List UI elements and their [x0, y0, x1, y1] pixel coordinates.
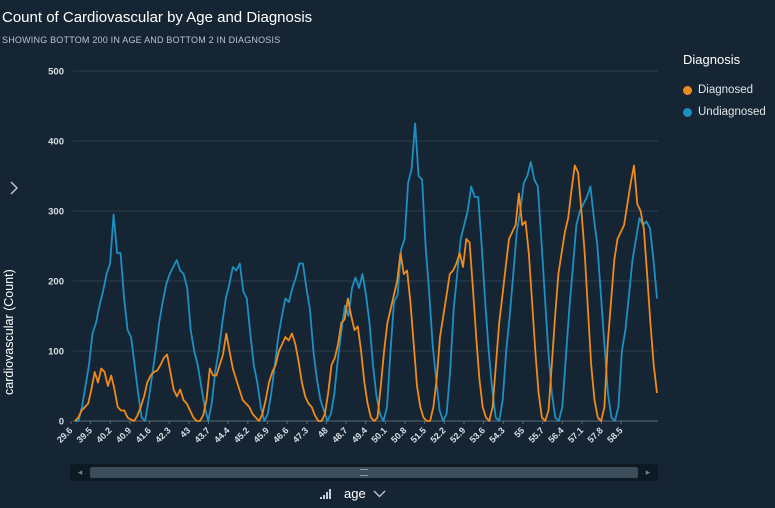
legend-dot-diagnosed — [683, 85, 692, 95]
x-tick-label: 58.5 — [605, 425, 624, 444]
x-tick-label: 49.4 — [350, 425, 369, 444]
x-tick-label: 42.3 — [153, 425, 172, 444]
x-tick-label: 43 — [178, 425, 192, 439]
x-tick-label: 57.1 — [566, 425, 585, 444]
y-tick-label: 300 — [48, 207, 64, 218]
x-tick-label: 50.1 — [369, 425, 388, 444]
chart-subtitle: SHOWING BOTTOM 200 IN AGE AND BOTTOM 2 I… — [2, 35, 281, 45]
x-tick-label: 47.3 — [291, 425, 310, 444]
legend-title: Diagnosis — [683, 52, 741, 67]
legend: Diagnosis Diagnosed Undiagnosed — [683, 52, 766, 128]
x-tick-label: 44.4 — [212, 425, 231, 444]
x-tick-label: 40.9 — [114, 425, 133, 444]
x-tick-label: 45.2 — [232, 425, 251, 444]
x-tick-label: 43.7 — [192, 425, 211, 444]
x-tick-label: 52.2 — [428, 425, 447, 444]
chevron-down-icon[interactable] — [373, 490, 386, 498]
x-tick-label: 57.8 — [585, 425, 604, 444]
x-tick-label: 51.5 — [409, 425, 428, 444]
x-tick-label: 55.7 — [527, 425, 546, 444]
scroll-thumb[interactable] — [90, 467, 638, 478]
legend-item-undiagnosed[interactable]: Undiagnosed — [683, 106, 766, 118]
x-tick-label: 45.9 — [251, 425, 270, 444]
x-tick-label: 48.7 — [330, 425, 349, 444]
x-tick-label: 54.3 — [487, 425, 506, 444]
legend-item-diagnosed[interactable]: Diagnosed — [683, 84, 766, 96]
chevron-right-icon[interactable] — [7, 180, 23, 196]
x-axis-ticks: 29.6 39.5 40.2 40.9 41.6 42.3 43 43.7 44.4 45.2 45… — [55, 421, 625, 445]
x-tick-label: 50.8 — [389, 425, 408, 444]
x-axis-field-selector[interactable]: age — [320, 486, 386, 501]
x-tick-label: 53.6 — [468, 425, 487, 444]
x-tick-label: 39.5 — [75, 425, 94, 444]
y-tick-label: 100 — [48, 347, 64, 358]
chart-title: Count of Cardiovascular by Age and Diagn… — [2, 9, 313, 26]
scroll-grip-icon — [360, 469, 368, 476]
x-tick-label: 46.6 — [271, 425, 290, 444]
series-line-undiagnosed[interactable] — [75, 122, 658, 422]
gridlines — [73, 70, 658, 422]
scroll-right-button[interactable]: ▸ — [645, 467, 651, 477]
series-line-diagnosed[interactable] — [74, 164, 658, 422]
horizontal-scrollbar[interactable]: ◂ ▸ — [70, 464, 658, 481]
x-tick-label: 40.2 — [94, 425, 113, 444]
series-lines — [74, 122, 658, 422]
x-tick-label: 29.6 — [55, 425, 74, 444]
y-tick-label: 500 — [48, 67, 64, 78]
scroll-left-button[interactable]: ◂ — [77, 467, 83, 477]
y-tick-label: 200 — [48, 277, 64, 288]
x-tick-label: 52.9 — [448, 425, 467, 444]
x-tick-label: 55 — [512, 425, 526, 439]
y-tick-label: 400 — [48, 137, 64, 148]
legend-label-diagnosed: Diagnosed — [698, 84, 753, 96]
x-tick-label: 56.4 — [546, 425, 565, 444]
sort-icon[interactable] — [320, 488, 332, 499]
x-tick-label: 48 — [316, 425, 330, 439]
y-tick-label: 0 — [59, 417, 64, 428]
x-tick-label: 41.6 — [134, 425, 153, 444]
legend-label-undiagnosed: Undiagnosed — [698, 106, 766, 118]
legend-dot-undiagnosed — [683, 107, 692, 117]
y-axis-ticks: 0 100 200 300 400 500 — [48, 67, 64, 428]
x-axis-label: age — [344, 486, 366, 501]
